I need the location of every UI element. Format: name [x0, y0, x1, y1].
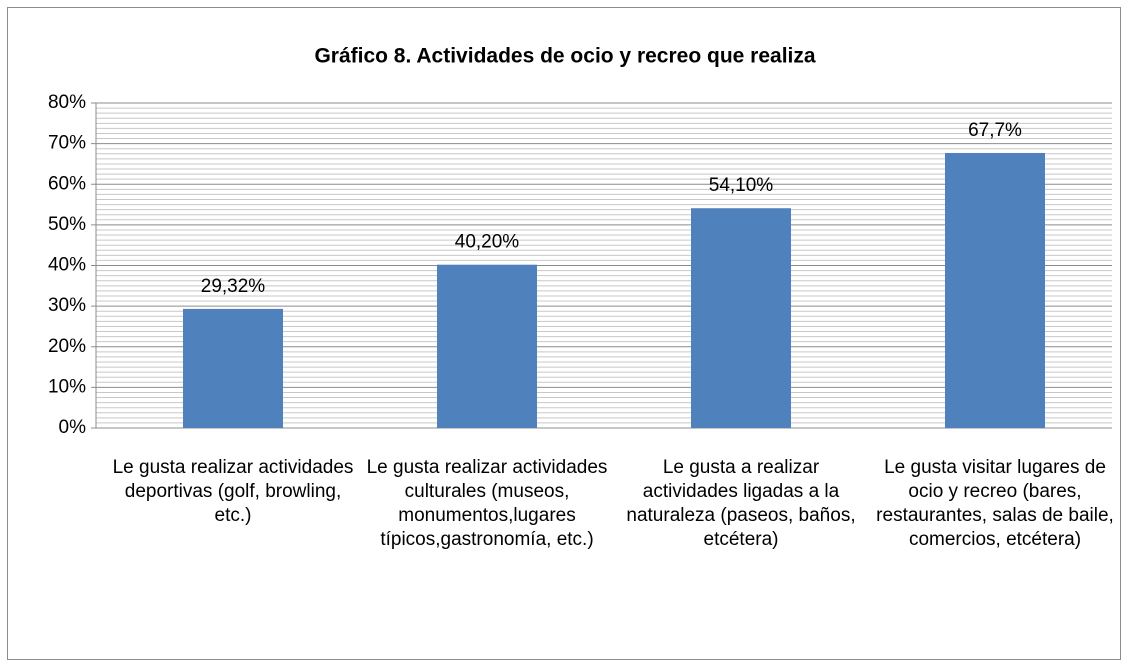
chart-title: Gráfico 8. Actividades de ocio y recreo … — [314, 45, 815, 68]
x-tick-label: Le gusta realizar actividades culturales… — [366, 457, 608, 550]
value-label: 67,7% — [968, 120, 1022, 141]
y-tick-label: 60% — [48, 173, 86, 194]
value-label: 29,32% — [201, 276, 266, 297]
bar — [183, 308, 283, 428]
bar — [437, 264, 537, 428]
value-label: 54,10% — [709, 175, 774, 196]
x-tick-label: Le gusta realizar actividades deportivas… — [112, 457, 354, 526]
y-tick-label: 20% — [48, 336, 86, 357]
y-tick-label: 50% — [48, 214, 86, 235]
y-tick-label: 0% — [59, 417, 87, 438]
y-tick-label: 40% — [48, 255, 86, 276]
y-tick-label: 10% — [48, 376, 86, 397]
bar — [945, 152, 1045, 428]
value-label: 40,20% — [455, 232, 520, 253]
y-tick-label: 80% — [48, 92, 86, 113]
y-tick-label: 30% — [48, 295, 86, 316]
bar — [691, 208, 791, 428]
y-tick-label: 70% — [48, 133, 86, 154]
x-tick-label: Le gusta a realizar actividades ligadas … — [626, 457, 856, 550]
x-tick-label: Le gusta visitar lugares de ocio y recre… — [876, 457, 1114, 550]
